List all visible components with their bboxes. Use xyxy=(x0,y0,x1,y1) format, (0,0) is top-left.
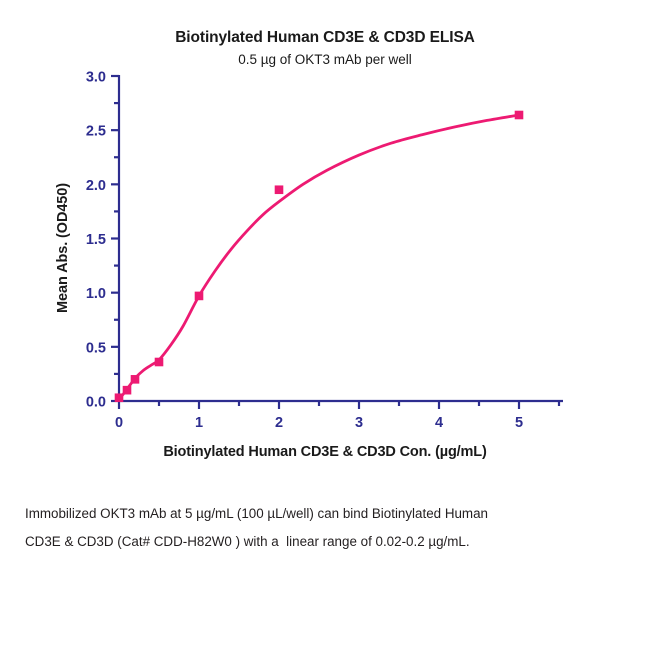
y-tick-label: 3.0 xyxy=(86,70,106,86)
caption-line-1: Immobilized OKT3 mAb at 5 µg/mL (100 µL/… xyxy=(25,506,488,521)
chart-subtitle: 0.5 µg of OKT3 mAb per well xyxy=(238,52,412,67)
x-tick-label: 2 xyxy=(275,415,283,431)
data-point-marker xyxy=(122,385,132,395)
data-point-marker xyxy=(154,357,164,367)
elisa-binding-curve-plot: 0.0 0.5 1.0 1.5 2.0 2.5 3.0 0 1 2 3 4 5 xyxy=(86,70,563,431)
data-point-marker xyxy=(130,375,140,384)
y-tick-label: 0.5 xyxy=(86,340,106,356)
y-tick-label: 1.0 xyxy=(86,286,106,302)
caption-line-2: CD3E & CD3D (Cat# CDD-H82W0 ) with a lin… xyxy=(25,534,470,549)
y-tick-label: 2.5 xyxy=(86,124,106,140)
plot-area: 0.0 0.5 1.0 1.5 2.0 2.5 3.0 0 1 2 3 4 5 Mean Abs. (… xyxy=(55,70,563,431)
x-tick-label: 1 xyxy=(195,415,203,431)
x-axis: 0 1 2 3 4 5 xyxy=(115,399,563,431)
x-tick-label: 3 xyxy=(355,415,363,431)
y-tick-label: 2.0 xyxy=(86,178,106,194)
fit-curve xyxy=(117,113,521,401)
x-tick-label: 5 xyxy=(515,415,523,431)
x-tick-label: 4 xyxy=(435,415,443,431)
data-point-marker xyxy=(514,110,524,120)
chart-title: Biotinylated Human CD3E & CD3D ELISA xyxy=(175,29,475,46)
data-point-marker xyxy=(194,291,204,301)
data-point-marker xyxy=(274,185,284,195)
curve-path xyxy=(117,113,521,401)
data-points xyxy=(114,110,524,403)
y-axis: 0.0 0.5 1.0 1.5 2.0 2.5 3.0 xyxy=(86,70,121,411)
figure-caption: Immobilized OKT3 mAb at 5 µg/mL (100 µL/… xyxy=(25,500,630,556)
y-tick-label: 1.5 xyxy=(86,232,106,248)
y-axis-title: Mean Abs. (OD450) xyxy=(55,183,71,313)
data-point-marker xyxy=(114,393,124,403)
y-tick-label: 0.0 xyxy=(86,395,106,411)
x-axis-title: Biotinylated Human CD3E & CD3D Con. (µg/… xyxy=(163,444,487,460)
x-tick-label: 0 xyxy=(115,415,123,431)
